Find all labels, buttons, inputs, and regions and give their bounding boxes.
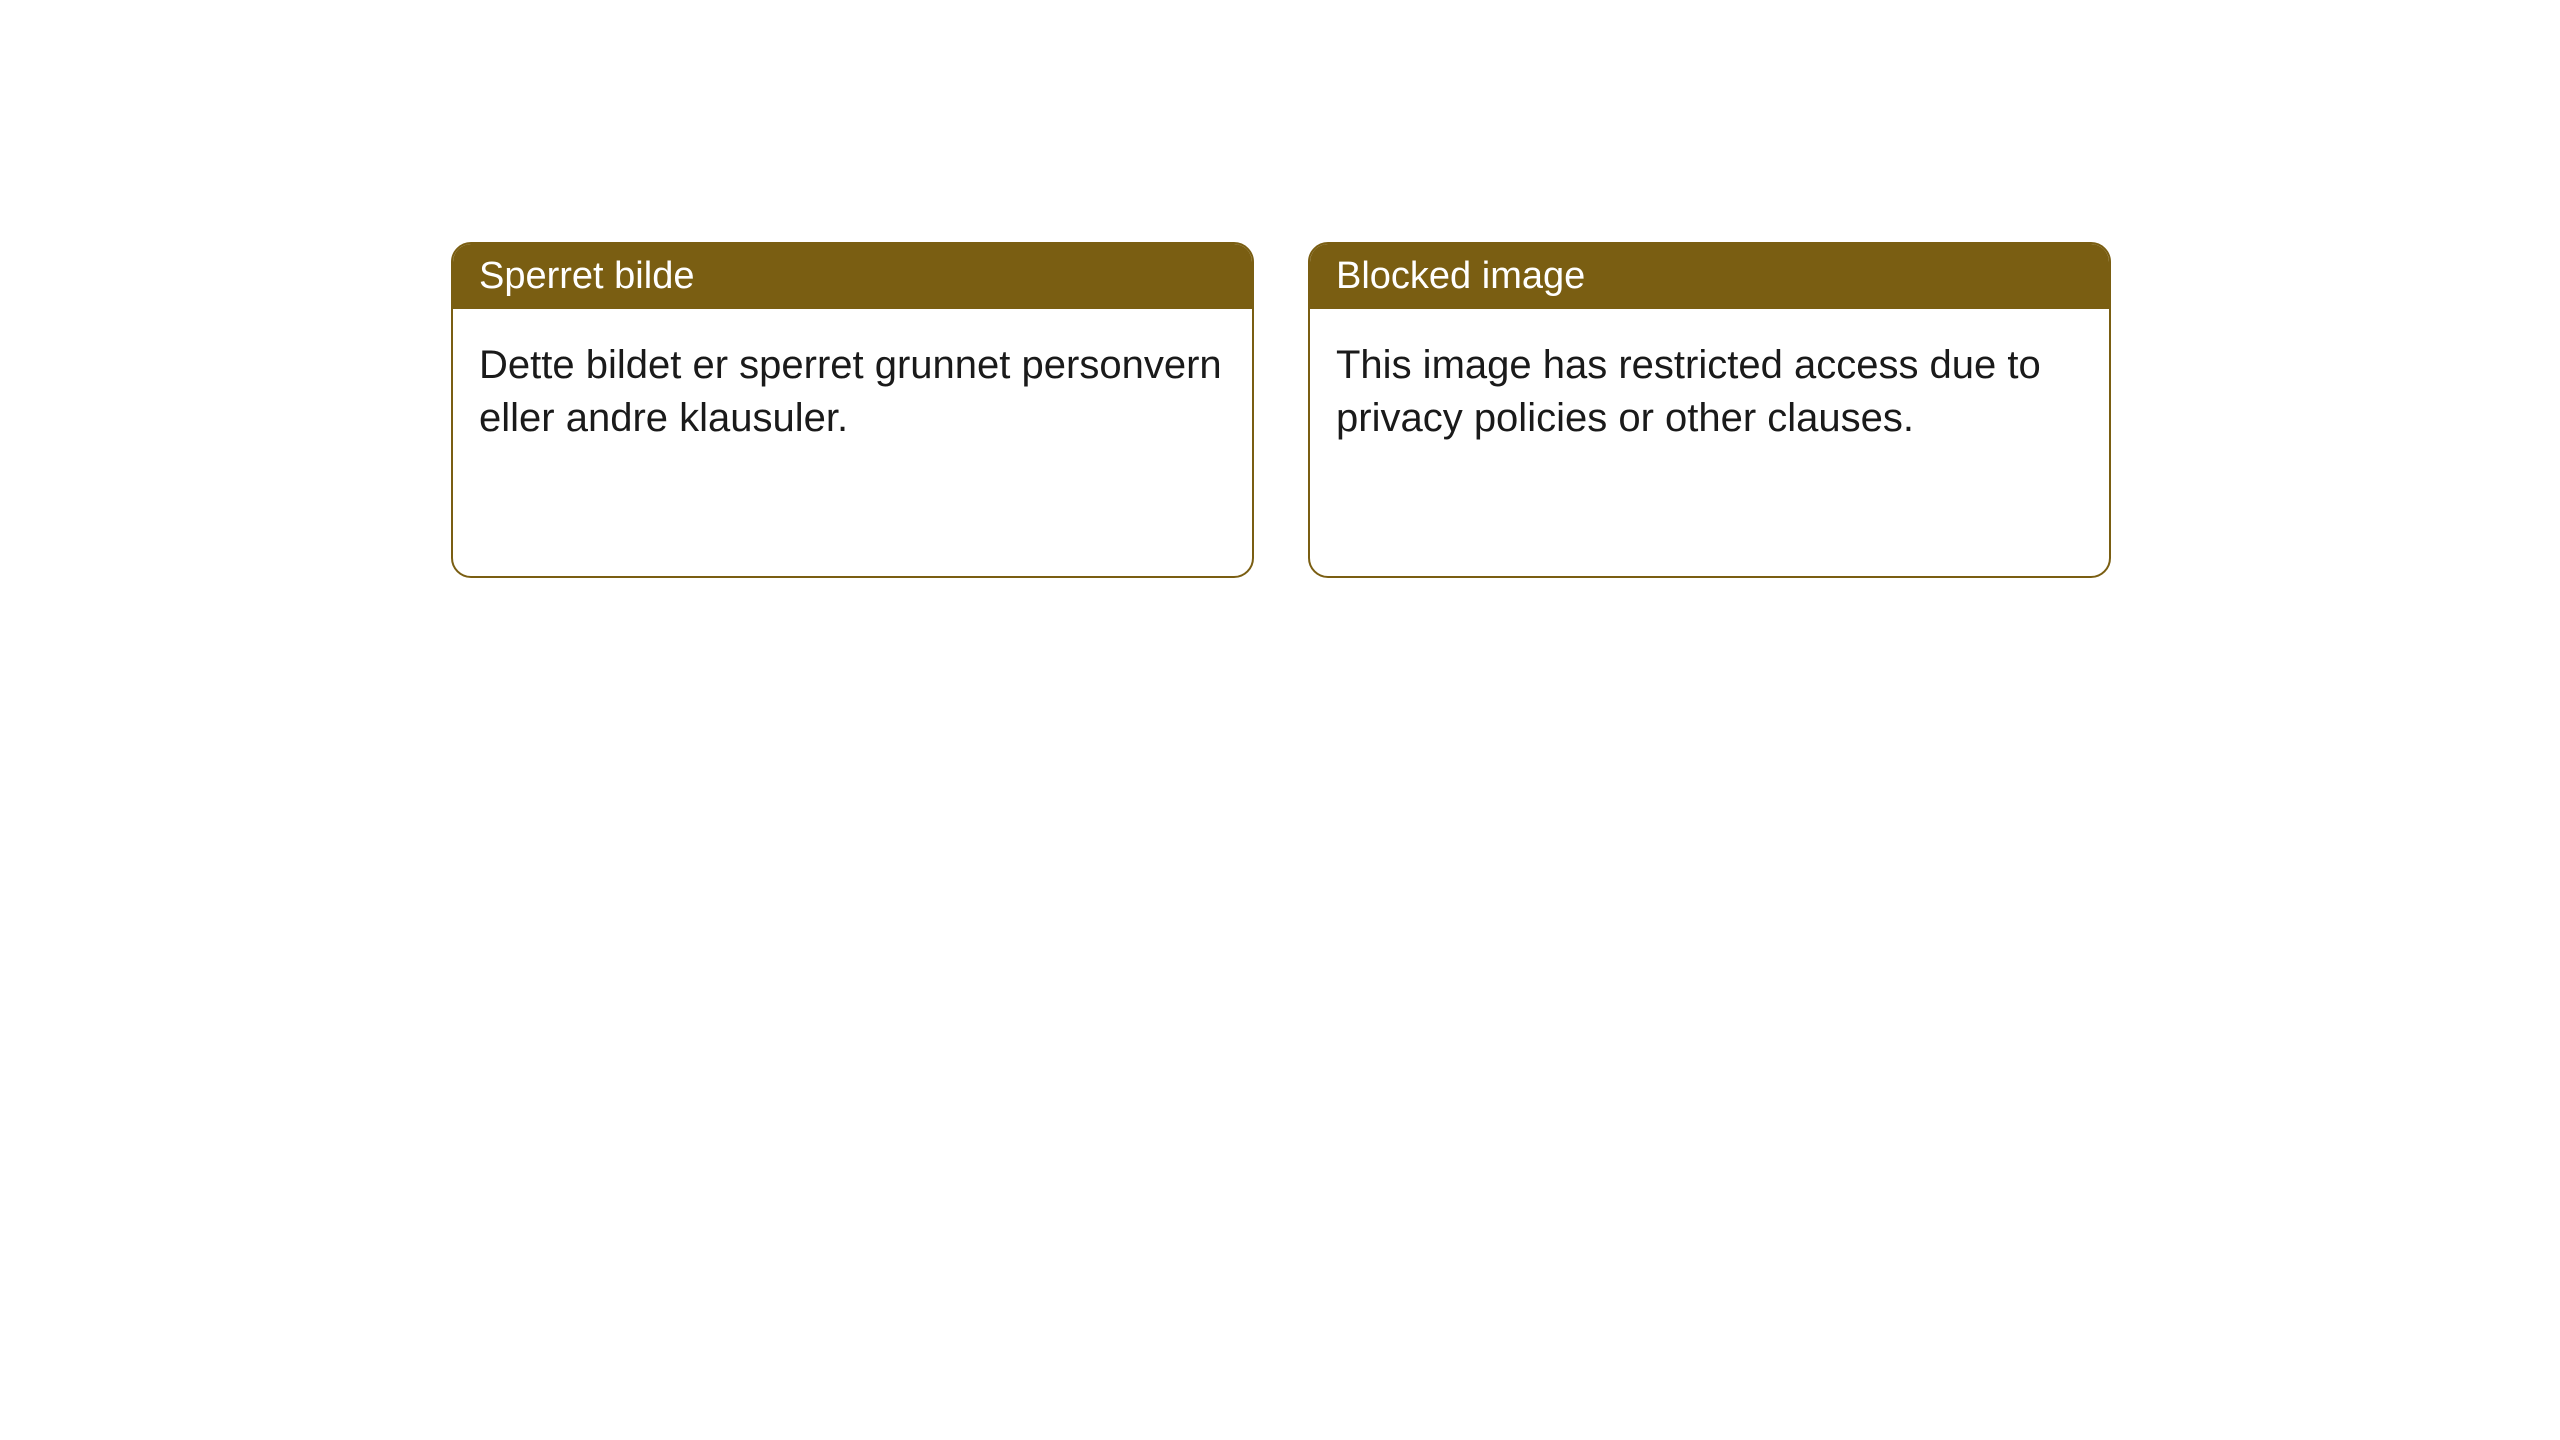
card-header: Blocked image — [1310, 244, 2109, 309]
card-text: This image has restricted access due to … — [1336, 343, 2041, 440]
notice-card-english: Blocked image This image has restricted … — [1308, 242, 2111, 578]
notice-card-norwegian: Sperret bilde Dette bildet er sperret gr… — [451, 242, 1254, 578]
card-body: This image has restricted access due to … — [1310, 309, 2109, 475]
notice-container: Sperret bilde Dette bildet er sperret gr… — [451, 242, 2111, 578]
card-text: Dette bildet er sperret grunnet personve… — [479, 343, 1222, 440]
card-body: Dette bildet er sperret grunnet personve… — [453, 309, 1252, 475]
card-header: Sperret bilde — [453, 244, 1252, 309]
card-title: Sperret bilde — [479, 255, 694, 297]
card-title: Blocked image — [1336, 255, 1585, 297]
